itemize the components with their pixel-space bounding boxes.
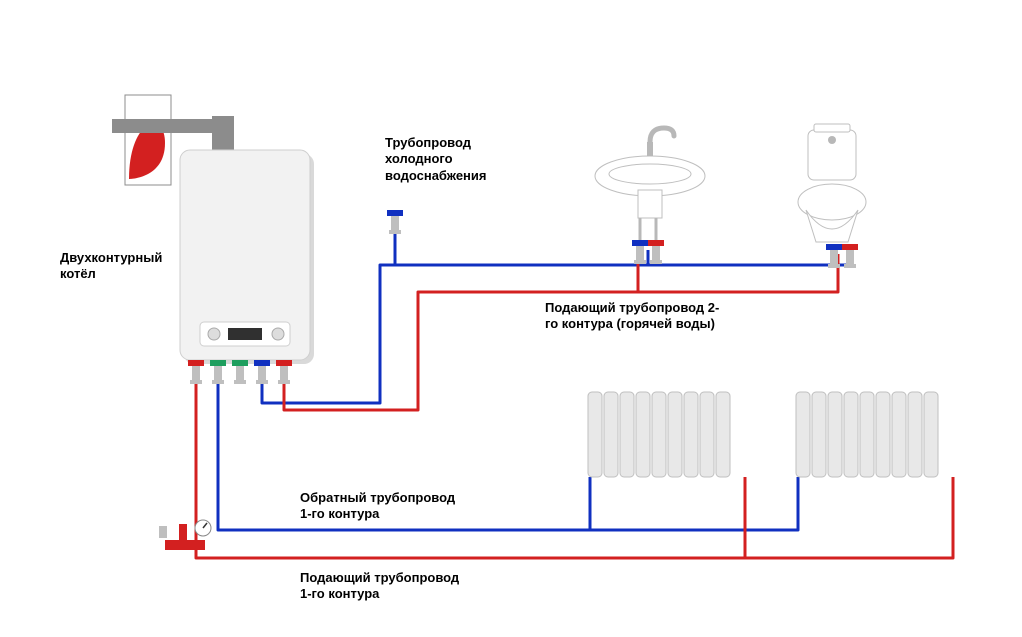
toilet-cold-valve [826,244,842,268]
cold-supply-valve [387,210,403,234]
boiler-outlet-valve [232,360,248,384]
pipe [648,254,848,265]
boiler-outlet-valve [210,360,226,384]
label-hotSupply: Подающий трубопровод 2- го контура (горя… [545,300,719,333]
diagram-canvas [0,0,1022,637]
toilet-fixture [798,124,866,242]
boiler-outlet-valve [254,360,270,384]
label-boiler: Двухконтурный котёл [60,250,162,283]
label-returnLoop1: Обратный трубопровод 1-го контура [300,490,455,523]
radiator [588,392,730,477]
sink-fixture [595,128,705,250]
sink-cold-valve [632,240,648,264]
safety-group [159,520,211,550]
pipe [638,254,838,292]
pipe [196,477,745,558]
pipe [745,477,953,558]
label-coldSupply: Трубопровод холодного водоснабжения [385,135,487,184]
pipe [590,477,798,530]
boiler-outlet-valve [276,360,292,384]
sink-hot-valve [648,240,664,264]
flame-intake [125,95,171,185]
radiator [796,392,938,477]
label-supplyLoop1: Подающий трубопровод 1-го контура [300,570,459,603]
boiler [180,150,314,364]
boiler-outlet-valve [188,360,204,384]
toilet-hot-valve [842,244,858,268]
pipe [183,383,196,548]
pipe [395,225,648,265]
